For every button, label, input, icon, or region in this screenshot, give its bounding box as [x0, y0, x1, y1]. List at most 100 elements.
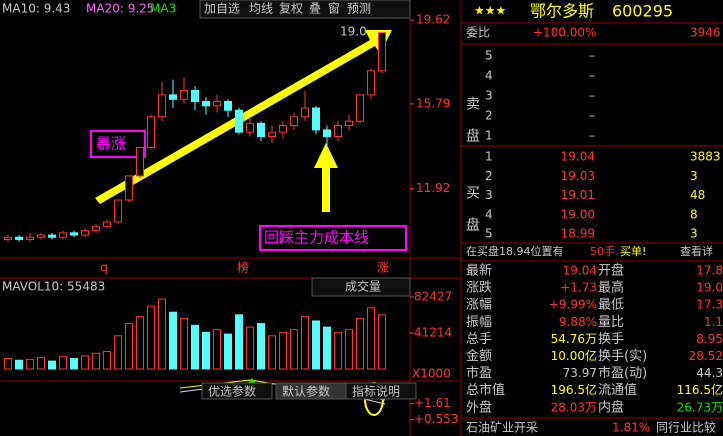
- level: 3: [485, 188, 493, 202]
- price-tick-label: 19.62: [416, 13, 450, 27]
- notice-link[interactable]: 查看详: [680, 244, 713, 258]
- tab[interactable]: [345, 382, 417, 400]
- price: 19.00: [561, 207, 595, 221]
- stat-value: 44.3: [696, 366, 723, 380]
- volume: 3: [690, 227, 698, 241]
- rating: ★★★: [474, 4, 506, 18]
- volume-bar: [48, 360, 56, 370]
- tab-label[interactable]: 优选参数: [208, 384, 256, 399]
- date-marker: 涨: [377, 260, 389, 275]
- stat-value: +1.73: [560, 281, 597, 295]
- candle-body: [92, 225, 100, 232]
- annotation: 回踩主力成本线: [264, 229, 369, 247]
- candle-body: [312, 107, 320, 131]
- side-label: 买盘: [464, 185, 480, 249]
- volume-bar: [356, 317, 364, 370]
- stat-label: 开盘: [598, 263, 624, 279]
- stat-label: 外盘: [466, 399, 492, 415]
- toolbar-button[interactable]: 预测: [347, 2, 371, 16]
- stat-value: 196.5亿: [551, 382, 597, 397]
- candle-body: [136, 146, 144, 177]
- volume-bar: [202, 331, 210, 370]
- candle-body: [224, 100, 232, 111]
- stat-label: 涨幅: [466, 298, 492, 313]
- annotation: 暴涨: [96, 135, 126, 153]
- volume-title: MAVOL10: 55483: [2, 280, 105, 294]
- volume-bar: [246, 326, 254, 370]
- date-marker: 榜: [237, 260, 249, 275]
- price: –: [589, 129, 595, 143]
- stat-value: 54.76万: [551, 332, 597, 346]
- tab-label[interactable]: 指标说明: [352, 384, 400, 399]
- volume-bar: [213, 329, 221, 370]
- stat-label: 市盈: [466, 365, 492, 381]
- candle-body: [323, 129, 331, 138]
- macd-tick-label: +1.61: [414, 396, 451, 410]
- value: +100.00%: [533, 26, 596, 40]
- volume-bar: [92, 352, 100, 370]
- candle-body: [48, 234, 56, 238]
- price-tick-label: 11.92: [416, 181, 450, 195]
- stat-label: 振幅: [466, 315, 492, 330]
- trend-arrow: [95, 30, 392, 204]
- volume-tick-label: 41214: [414, 325, 452, 339]
- toolbar-button[interactable]: 加自选: [204, 2, 240, 16]
- level: 3: [485, 89, 493, 103]
- tab[interactable]: [201, 382, 273, 400]
- indicator-select[interactable]: [311, 277, 411, 297]
- price: –: [589, 69, 595, 83]
- volume-bar: [125, 323, 133, 370]
- volume-bar: [268, 335, 276, 370]
- volume-bar: [114, 335, 122, 370]
- volume-bar: [169, 311, 177, 370]
- price: –: [589, 109, 595, 123]
- stat-value: 9.88%: [559, 315, 597, 329]
- stat-value: 8.95: [696, 332, 723, 346]
- stat-label: 最低: [598, 298, 624, 313]
- stat-label: 流通值: [598, 382, 637, 398]
- stat-value: 17.8: [696, 264, 723, 278]
- price: 19.01: [561, 188, 595, 202]
- pullback-arrow: [314, 143, 338, 212]
- value: 3946: [690, 26, 721, 40]
- candle-body: [213, 100, 221, 107]
- indicator-name[interactable]: 成交量: [345, 279, 381, 294]
- volume-tick-label: 82427: [414, 290, 452, 304]
- stat-label: 换手(实): [598, 349, 647, 364]
- candle-body: [125, 175, 133, 201]
- volume-bar: [312, 320, 320, 370]
- volume-bar: [378, 314, 386, 370]
- candle-body: [169, 94, 177, 100]
- stat-value: 1.1: [704, 315, 723, 329]
- volume-bar: [37, 357, 45, 370]
- volume-bar: [70, 358, 78, 370]
- stat-label: 量比: [598, 315, 624, 330]
- volume-bar: [26, 358, 34, 370]
- stock-code: 600295: [612, 2, 673, 21]
- volume-bar: [235, 314, 243, 370]
- candle-body: [334, 125, 342, 138]
- stat-value: 26.73万: [677, 400, 723, 414]
- industry: 石油矿业开采: [466, 421, 538, 435]
- notice-qty: 50手: [590, 244, 615, 258]
- toolbar-button[interactable]: 叠: [309, 2, 321, 16]
- stat-value: 19.04: [563, 264, 597, 278]
- toolbar-button[interactable]: 窗: [328, 2, 340, 16]
- tab-label[interactable]: 默认参数: [282, 384, 330, 399]
- stat-label: 市盈(动): [598, 365, 647, 381]
- stock-name: 鄂尔多斯: [530, 2, 594, 21]
- level: 1: [485, 150, 493, 164]
- candle-body: [4, 236, 12, 240]
- volume-bar: [224, 333, 232, 370]
- volume-bar: [367, 307, 375, 370]
- candle-body: [180, 90, 188, 100]
- annotation: 19.0: [340, 25, 367, 39]
- toolbar-button[interactable]: 复权: [279, 2, 303, 16]
- ma-indicator: MA3: [150, 2, 176, 16]
- toolbar-button[interactable]: 均线: [249, 2, 273, 16]
- stat-value: 10.00亿: [551, 348, 597, 363]
- compare-link[interactable]: 同行业比较: [656, 420, 716, 435]
- volume-bar: [136, 316, 144, 370]
